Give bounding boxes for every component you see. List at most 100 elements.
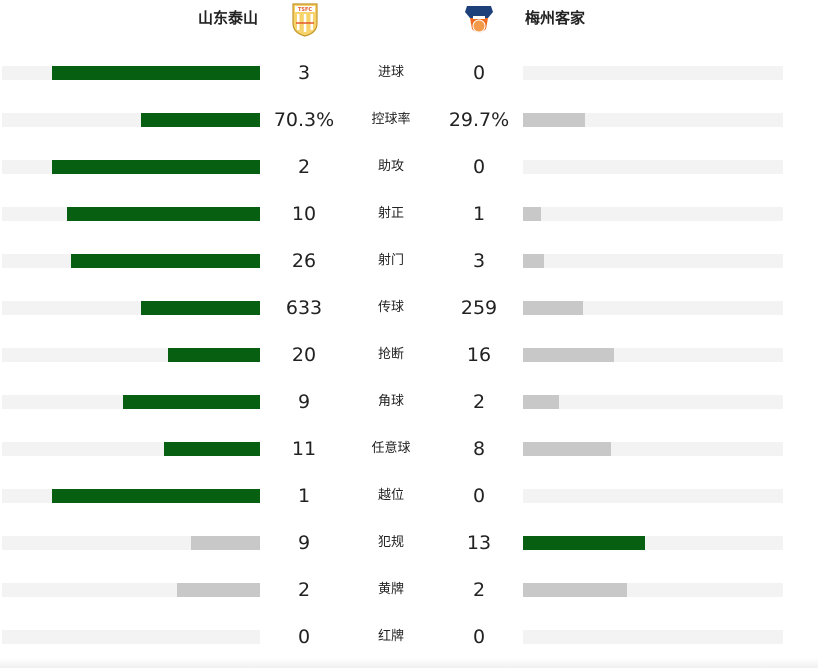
home-bar-track — [2, 113, 260, 127]
home-value: 9 — [297, 532, 311, 554]
away-value: 0 — [472, 626, 486, 648]
home-value: 2 — [297, 156, 311, 178]
away-bar-track — [523, 301, 783, 315]
away-bar-fill — [523, 536, 646, 550]
away-bar-fill — [523, 348, 614, 362]
away-bar-fill — [523, 395, 560, 409]
away-value: 0 — [472, 62, 486, 84]
home-bar-track — [2, 348, 260, 362]
home-bar-track — [2, 254, 260, 268]
stat-label: 助攻 — [377, 159, 404, 174]
away-value: 13 — [466, 532, 492, 554]
home-bar-fill — [52, 160, 260, 174]
stat-row: 1 越位 0 — [0, 473, 818, 520]
away-bar-track — [523, 113, 783, 127]
home-bar-fill — [122, 395, 260, 409]
home-bar-fill — [164, 442, 260, 456]
home-bar-track — [2, 160, 260, 174]
away-bar-track — [523, 536, 783, 550]
away-value: 8 — [472, 438, 486, 460]
away-bar-fill — [523, 254, 544, 268]
home-bar-track — [2, 630, 260, 644]
bottom-fade — [0, 658, 818, 668]
away-value: 0 — [472, 156, 486, 178]
home-bar-fill — [141, 113, 260, 127]
away-bar-fill — [523, 583, 627, 597]
home-bar-fill — [191, 536, 260, 550]
away-bar-fill — [523, 442, 612, 456]
home-value: 0 — [297, 626, 311, 648]
stat-label: 越位 — [377, 488, 404, 503]
away-bar-track — [523, 348, 783, 362]
away-value: 3 — [472, 250, 486, 272]
stat-row: 9 犯规 13 — [0, 520, 818, 567]
home-bar-track — [2, 583, 260, 597]
home-value: 633 — [285, 297, 323, 319]
away-value: 2 — [472, 579, 486, 601]
away-bar-track — [523, 160, 783, 174]
home-bar-fill — [70, 254, 260, 268]
home-bar-track — [2, 66, 260, 80]
home-bar-fill — [141, 301, 260, 315]
away-value: 259 — [460, 297, 498, 319]
away-bar-track — [523, 583, 783, 597]
home-value: 26 — [291, 250, 317, 272]
home-value: 10 — [291, 203, 317, 225]
stat-label: 射门 — [377, 253, 404, 268]
stats-list: 3 进球 0 70.3% 控球率 29.7% 2 助攻 0 10 射正 1 26 射门 3 633 传球 259 2… — [0, 50, 818, 661]
away-bar-fill — [523, 207, 542, 221]
stat-label: 抢断 — [377, 347, 404, 362]
stat-row: 26 射门 3 — [0, 238, 818, 285]
away-bar-fill — [523, 301, 583, 315]
stat-label: 犯规 — [377, 535, 404, 550]
stat-label: 传球 — [377, 300, 404, 315]
stat-row: 0 红牌 0 — [0, 614, 818, 661]
home-value: 2 — [297, 579, 311, 601]
away-value: 2 — [472, 391, 486, 413]
stat-row: 10 射正 1 — [0, 191, 818, 238]
home-value: 70.3% — [273, 109, 335, 131]
stat-row: 20 抢断 16 — [0, 332, 818, 379]
shandong-taishan-badge-icon: TSFC — [292, 3, 318, 37]
away-bar-fill — [523, 113, 586, 127]
home-bar-fill — [52, 489, 260, 503]
away-bar-track — [523, 207, 783, 221]
home-bar-fill — [176, 583, 260, 597]
stat-label: 角球 — [377, 394, 404, 409]
stat-label: 黄牌 — [377, 582, 404, 597]
home-badge-text: TSFC — [298, 7, 312, 13]
home-value: 20 — [291, 344, 317, 366]
home-value: 11 — [291, 438, 317, 460]
away-bar-track — [523, 254, 783, 268]
home-bar-track — [2, 536, 260, 550]
stat-row: 2 助攻 0 — [0, 144, 818, 191]
meizhou-hakka-badge-icon — [465, 6, 493, 33]
stat-label: 任意球 — [371, 441, 411, 456]
home-bar-fill — [52, 66, 260, 80]
stat-label: 控球率 — [371, 112, 411, 127]
away-value: 29.7% — [448, 109, 510, 131]
home-value: 3 — [297, 62, 311, 84]
stat-label: 进球 — [377, 65, 404, 80]
away-bar-track — [523, 66, 783, 80]
home-value: 9 — [297, 391, 311, 413]
away-value: 1 — [472, 203, 486, 225]
home-value: 1 — [297, 485, 311, 507]
home-bar-fill — [168, 348, 260, 362]
away-bar-track — [523, 442, 783, 456]
away-value: 16 — [466, 344, 492, 366]
stat-row: 9 角球 2 — [0, 379, 818, 426]
away-value: 0 — [472, 485, 486, 507]
away-bar-track — [523, 630, 783, 644]
home-team-name: 山东泰山 — [197, 9, 258, 27]
stat-label: 红牌 — [377, 629, 404, 644]
stat-row: 633 传球 259 — [0, 285, 818, 332]
stat-row: 11 任意球 8 — [0, 426, 818, 473]
home-bar-track — [2, 442, 260, 456]
away-bar-track — [523, 395, 783, 409]
away-team-name: 梅州客家 — [525, 9, 586, 27]
home-bar-track — [2, 489, 260, 503]
home-bar-fill — [66, 207, 260, 221]
home-bar-track — [2, 395, 260, 409]
